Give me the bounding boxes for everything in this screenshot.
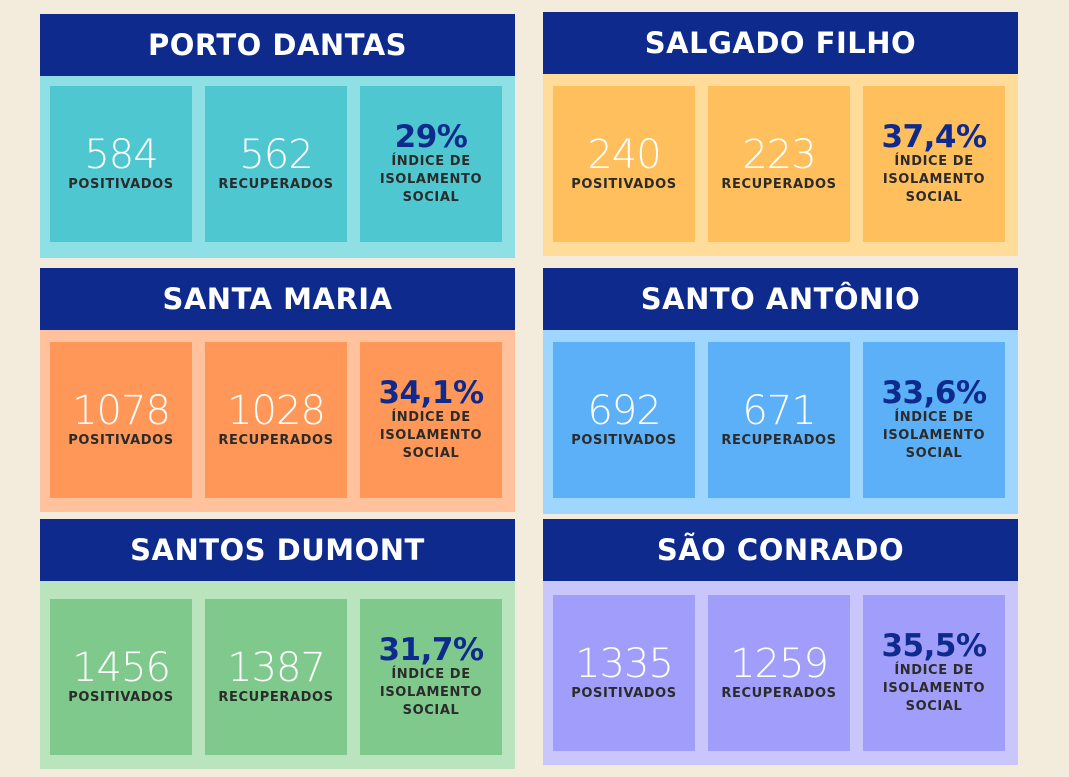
district-title: SANTOS DUMONT <box>40 519 515 581</box>
isolamento-value: 35,5% <box>881 628 987 664</box>
isolamento-label-line3: SOCIAL <box>905 190 963 205</box>
recuperados-value: 671 <box>742 388 816 434</box>
isolamento-label-line2: ISOLAMENTO <box>882 172 986 187</box>
district-body: 240 POSITIVADOS 223 RECUPERADOS 37,4% ÍN… <box>543 74 1018 256</box>
positivos-value: 584 <box>84 132 158 178</box>
district-title: SANTO ANTÔNIO <box>543 268 1018 330</box>
recuperados-value: 1387 <box>227 645 326 691</box>
isolamento-value: 37,4% <box>881 119 987 155</box>
district-panel-santa-maria: SANTA MARIA 1078 POSITIVADOS 1028 RECUPE… <box>40 268 515 512</box>
district-title: SANTA MARIA <box>40 268 515 330</box>
isolamento-label-line3: SOCIAL <box>402 446 460 461</box>
positivos-label: POSITIVADOS <box>68 177 174 192</box>
isolamento-label-line2: ISOLAMENTO <box>882 681 986 696</box>
positivos-value: 1456 <box>72 645 171 691</box>
isolamento-box: 33,6% ÍNDICE DE ISOLAMENTO SOCIAL <box>863 342 1005 498</box>
recuperados-label: RECUPERADOS <box>218 433 334 448</box>
isolamento-value: 33,6% <box>881 375 987 411</box>
isolamento-label-line2: ISOLAMENTO <box>882 428 986 443</box>
isolamento-label-line1: ÍNDICE DE <box>391 410 471 425</box>
district-panel-salgado-filho: SALGADO FILHO 240 POSITIVADOS 223 RECUPE… <box>543 12 1018 256</box>
positivos-box: 1456 POSITIVADOS <box>50 599 192 755</box>
isolamento-label-line3: SOCIAL <box>402 703 460 718</box>
district-title: SÃO CONRADO <box>543 519 1018 581</box>
recuperados-box: 1387 RECUPERADOS <box>205 599 347 755</box>
district-body: 692 POSITIVADOS 671 RECUPERADOS 33,6% ÍN… <box>543 330 1018 514</box>
recuperados-value: 1259 <box>730 641 829 687</box>
district-panel-santos-dumont: SANTOS DUMONT 1456 POSITIVADOS 1387 RECU… <box>40 519 515 769</box>
positivos-label: POSITIVADOS <box>68 690 174 705</box>
positivos-box: 1078 POSITIVADOS <box>50 342 192 498</box>
recuperados-box: 562 RECUPERADOS <box>205 86 347 242</box>
isolamento-label-line3: SOCIAL <box>905 446 963 461</box>
isolamento-box: 34,1% ÍNDICE DE ISOLAMENTO SOCIAL <box>360 342 502 498</box>
district-panel-porto-dantas: PORTO DANTAS 584 POSITIVADOS 562 RECUPER… <box>40 14 515 258</box>
recuperados-box: 671 RECUPERADOS <box>708 342 850 498</box>
isolamento-label-line2: ISOLAMENTO <box>379 428 483 443</box>
isolamento-box: 35,5% ÍNDICE DE ISOLAMENTO SOCIAL <box>863 595 1005 751</box>
isolamento-label-line3: SOCIAL <box>905 699 963 714</box>
positivos-value: 240 <box>587 132 661 178</box>
district-panel-santo-antonio: SANTO ANTÔNIO 692 POSITIVADOS 671 RECUPE… <box>543 268 1018 514</box>
positivos-box: 584 POSITIVADOS <box>50 86 192 242</box>
isolamento-value: 34,1% <box>378 375 484 411</box>
positivos-box: 1335 POSITIVADOS <box>553 595 695 751</box>
isolamento-box: 37,4% ÍNDICE DE ISOLAMENTO SOCIAL <box>863 86 1005 242</box>
isolamento-box: 31,7% ÍNDICE DE ISOLAMENTO SOCIAL <box>360 599 502 755</box>
district-body: 1078 POSITIVADOS 1028 RECUPERADOS 34,1% … <box>40 330 515 512</box>
isolamento-label-line1: ÍNDICE DE <box>391 667 471 682</box>
positivos-label: POSITIVADOS <box>68 433 174 448</box>
district-title: SALGADO FILHO <box>543 12 1018 74</box>
recuperados-box: 1028 RECUPERADOS <box>205 342 347 498</box>
recuperados-label: RECUPERADOS <box>721 177 837 192</box>
recuperados-value: 1028 <box>227 388 326 434</box>
isolamento-label-line3: SOCIAL <box>402 190 460 205</box>
district-title: PORTO DANTAS <box>40 14 515 76</box>
isolamento-value: 29% <box>394 119 468 155</box>
isolamento-label-line1: ÍNDICE DE <box>894 154 974 169</box>
isolamento-value: 31,7% <box>378 632 484 668</box>
positivos-value: 1078 <box>72 388 171 434</box>
isolamento-box: 29% ÍNDICE DE ISOLAMENTO SOCIAL <box>360 86 502 242</box>
recuperados-label: RECUPERADOS <box>721 433 837 448</box>
district-body: 1456 POSITIVADOS 1387 RECUPERADOS 31,7% … <box>40 581 515 769</box>
isolamento-label-line2: ISOLAMENTO <box>379 172 483 187</box>
district-body: 584 POSITIVADOS 562 RECUPERADOS 29% ÍNDI… <box>40 76 515 258</box>
positivos-box: 692 POSITIVADOS <box>553 342 695 498</box>
district-panel-sao-conrado: SÃO CONRADO 1335 POSITIVADOS 1259 RECUPE… <box>543 519 1018 765</box>
isolamento-label-line1: ÍNDICE DE <box>894 663 974 678</box>
positivos-box: 240 POSITIVADOS <box>553 86 695 242</box>
isolamento-label-line1: ÍNDICE DE <box>894 410 974 425</box>
recuperados-label: RECUPERADOS <box>218 177 334 192</box>
positivos-value: 692 <box>587 388 661 434</box>
recuperados-value: 562 <box>239 132 313 178</box>
positivos-value: 1335 <box>575 641 674 687</box>
recuperados-label: RECUPERADOS <box>721 686 837 701</box>
positivos-label: POSITIVADOS <box>571 686 677 701</box>
positivos-label: POSITIVADOS <box>571 177 677 192</box>
district-body: 1335 POSITIVADOS 1259 RECUPERADOS 35,5% … <box>543 581 1018 765</box>
recuperados-value: 223 <box>742 132 816 178</box>
recuperados-box: 1259 RECUPERADOS <box>708 595 850 751</box>
recuperados-label: RECUPERADOS <box>218 690 334 705</box>
isolamento-label-line2: ISOLAMENTO <box>379 685 483 700</box>
recuperados-box: 223 RECUPERADOS <box>708 86 850 242</box>
positivos-label: POSITIVADOS <box>571 433 677 448</box>
isolamento-label-line1: ÍNDICE DE <box>391 154 471 169</box>
